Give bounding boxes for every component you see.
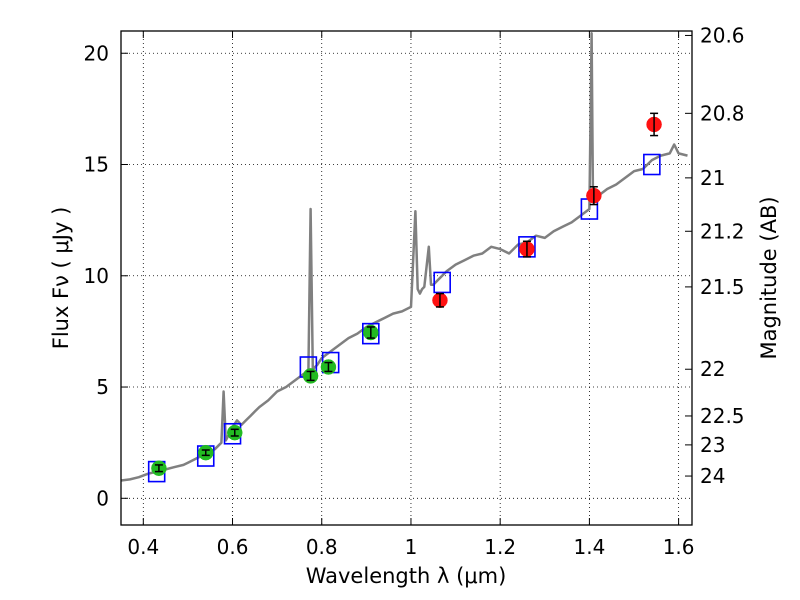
x-tick-label: 0.8 <box>306 535 338 559</box>
x-tick-label: 1.6 <box>663 535 695 559</box>
mag-tick-label: 21.5 <box>700 275 745 299</box>
right-y-axis-label: Magnitude (AB) <box>757 196 781 359</box>
y-tick-label: 15 <box>84 153 109 177</box>
x-axis-label: Wavelength λ (μm) <box>306 564 507 588</box>
y-tick-label: 0 <box>96 486 109 510</box>
ticks-layer: 0.4 0.6 0.8 1 1.2 1.4 1.6 0 5 10 15 20 20.6 20.8 21 21.… <box>84 23 745 559</box>
mag-tick-label: 22.5 <box>700 404 745 428</box>
plot-frame <box>120 30 693 526</box>
x-tick-label: 1.2 <box>484 535 516 559</box>
mag-tick-label: 23 <box>700 433 725 457</box>
mag-tick-label: 22 <box>700 357 725 381</box>
mag-tick-label: 21.2 <box>700 219 745 243</box>
model-band-square <box>643 153 661 176</box>
x-tick-label: 1 <box>405 535 418 559</box>
y-tick-label: 20 <box>84 41 109 65</box>
x-tick-label: 1.4 <box>573 535 605 559</box>
observed-points-layer <box>151 112 662 477</box>
x-tick-label: 0.4 <box>127 535 159 559</box>
mag-tick-label: 20.6 <box>700 23 745 47</box>
y-tick-label: 10 <box>84 264 109 288</box>
y-tick-label: 5 <box>96 375 109 399</box>
model-spectrum-layer <box>120 31 688 482</box>
mag-tick-label: 20.8 <box>700 101 745 125</box>
model-band-square <box>362 322 380 345</box>
y-axis-label: Flux Fν ( μJy ) <box>49 207 73 350</box>
model-band-square <box>433 271 451 294</box>
x-tick-label: 0.6 <box>217 535 249 559</box>
mag-tick-label: 21 <box>700 166 725 190</box>
model-spectrum-line <box>120 31 688 482</box>
mag-tick-label: 24 <box>700 464 725 488</box>
